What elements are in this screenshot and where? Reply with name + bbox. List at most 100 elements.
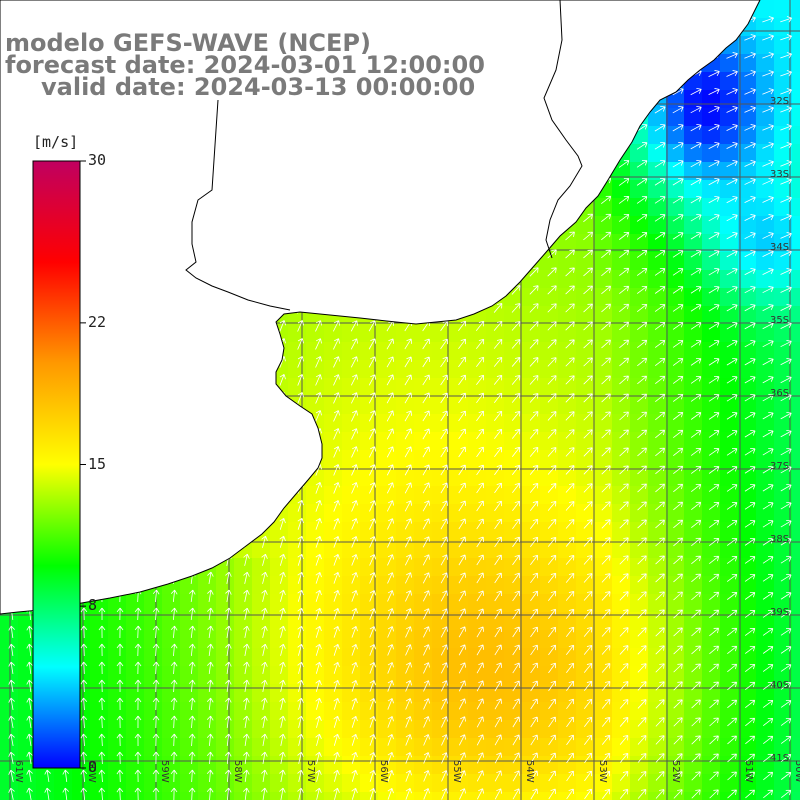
wind-cell [522,306,540,324]
wind-cell [36,774,54,792]
wind-arrow [134,625,142,639]
wind-arrow [494,626,503,638]
wind-cell [270,594,288,612]
wind-cell [576,648,594,666]
wind-cell [450,630,468,648]
wind-cell [306,378,324,396]
wind-cell [648,108,666,126]
wind-arrow [387,554,394,566]
wind-cell [504,378,522,396]
wind-cell [792,378,800,396]
wind-cell [594,216,612,234]
wind-cell [756,504,774,522]
wind-cell [594,378,612,396]
wind-arrow [673,645,683,655]
wind-cell [720,54,738,72]
wind-cell [360,396,378,414]
wind-arrow [188,607,196,621]
wind-cell [468,630,486,648]
wind-cell [738,342,756,360]
wind-cell [468,522,486,540]
wind-cell [594,468,612,486]
wind-cell [756,432,774,450]
wind-cell [198,576,216,594]
wind-arrow [708,339,720,348]
wind-cell [234,594,252,612]
wind-arrow [655,393,666,403]
wind-arrow [368,410,376,422]
wind-arrow [583,393,593,403]
wind-cell [486,540,504,558]
wind-cell [360,360,378,378]
wind-arrow [529,393,539,403]
wind-arrow [26,625,34,639]
wind-arrow [780,502,792,510]
wind-arrow [440,446,449,458]
wind-arrow [369,500,376,512]
wind-cell [630,306,648,324]
wind-arrow [152,589,160,603]
wind-cell [684,342,702,360]
wind-arrow [547,429,557,439]
wind-arrow [458,464,467,476]
wind-cell [738,576,756,594]
wind-cell [738,738,756,756]
wind-arrow [116,661,124,675]
wind-cell [702,360,720,378]
wind-cell [594,306,612,324]
wind-cell [306,522,324,540]
wind-arrow [152,661,160,675]
wind-cell [522,288,540,306]
wind-arrow [619,591,629,601]
wind-cell [684,252,702,270]
wind-arrow [708,321,720,330]
wind-arrow [530,554,539,566]
wind-arrow [744,322,756,330]
wind-arrow [386,464,394,476]
wind-cell [666,414,684,432]
wind-cell [720,450,738,468]
wind-arrow [726,375,738,384]
wind-cell [252,720,270,738]
wind-arrow [637,411,647,421]
wind-cell [270,612,288,630]
wind-arrow [170,661,178,675]
wind-cell [666,144,684,162]
wind-arrow [494,662,503,674]
wind-arrow [583,339,593,349]
wind-arrow [619,357,629,367]
wind-arrow [529,357,539,367]
wind-cell [198,792,216,800]
wind-arrow [547,321,557,331]
wind-cell [36,792,54,800]
wind-cell [774,378,792,396]
wind-cell [792,756,800,774]
wind-arrow [279,553,286,566]
wind-cell [162,666,180,684]
wind-arrow [493,303,503,313]
wind-cell [18,666,36,684]
wind-cell [720,540,738,558]
wind-cell [504,666,522,684]
wind-cell [738,180,756,198]
wind-cell [594,414,612,432]
wind-cell [414,702,432,720]
wind-arrow [691,537,702,547]
wind-arrow [690,196,702,204]
wind-cell [432,612,450,630]
wind-arrow [422,626,430,638]
wind-cell [324,486,342,504]
wind-cell [360,504,378,522]
wind-arrow [601,537,611,547]
wind-cell [756,216,774,234]
wind-cell [702,108,720,126]
wind-arrow [297,320,304,332]
wind-cell [198,738,216,756]
wind-arrow [152,643,160,657]
wind-cell [522,342,540,360]
wind-arrow [530,536,539,547]
wind-arrow [387,608,394,620]
wind-arrow [727,681,738,691]
wind-cell [792,468,800,486]
wind-arrow [637,519,647,529]
